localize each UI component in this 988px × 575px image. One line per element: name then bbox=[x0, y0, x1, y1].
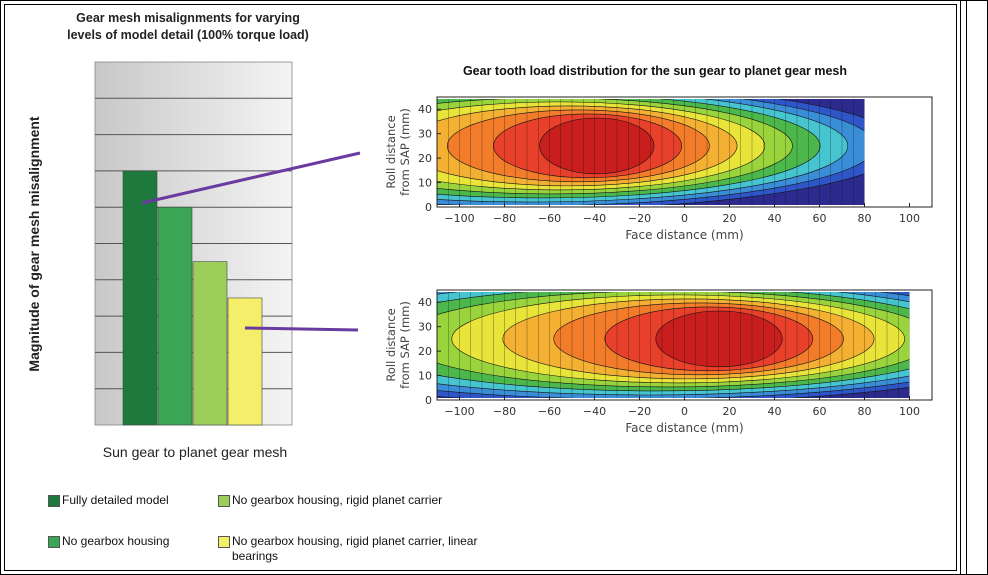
y-tick-label: 30 bbox=[418, 321, 432, 334]
x-tick-label: 60 bbox=[813, 212, 827, 225]
x-tick-label: 0 bbox=[681, 212, 688, 225]
bar-4 bbox=[227, 297, 263, 426]
x-tick-label: 0 bbox=[681, 405, 688, 418]
legend-label-linear-bearings-line1: No gearbox housing, rigid planet carrier… bbox=[232, 534, 478, 548]
frame-rule-2 bbox=[966, 0, 967, 575]
y-tick-label: 40 bbox=[418, 296, 432, 309]
legend-label-linear-bearings-line2: bearings bbox=[232, 549, 279, 563]
connector-line-top bbox=[141, 151, 361, 205]
legend-label-no-housing: No gearbox housing bbox=[62, 534, 170, 548]
heatmap-2-contours bbox=[437, 292, 910, 398]
bar-chart-title-line2: levels of model detail (100% torque load… bbox=[67, 28, 309, 42]
bar-chart-xlabel: Sun gear to planet gear mesh bbox=[102, 444, 288, 460]
x-tick-label: −100 bbox=[444, 212, 474, 225]
bar-3 bbox=[192, 261, 228, 426]
x-tick-label: −80 bbox=[493, 405, 516, 418]
x-tick-label: 100 bbox=[899, 212, 920, 225]
heatmap-title: Gear tooth load distribution for the sun… bbox=[462, 64, 848, 78]
inner-frame bbox=[4, 4, 957, 571]
x-tick-label: 40 bbox=[768, 212, 782, 225]
heatmap-band bbox=[539, 117, 655, 175]
x-tick-label: −100 bbox=[444, 405, 474, 418]
x-tick-label: −20 bbox=[628, 212, 651, 225]
y-tick-label: 20 bbox=[418, 345, 432, 358]
y-tick-label: 40 bbox=[418, 103, 432, 116]
x-tick-label: −60 bbox=[538, 405, 561, 418]
x-tick-label: −60 bbox=[538, 212, 561, 225]
legend-label-fully-detailed: Fully detailed model bbox=[62, 493, 169, 507]
heatmap-band bbox=[655, 310, 783, 368]
bar-chart-title: Gear mesh misalignments for varying leve… bbox=[28, 10, 348, 44]
legend-swatch-linear-bearings bbox=[218, 536, 230, 548]
y-tick-label: 20 bbox=[418, 152, 432, 165]
heatmap-ylabel-line1: Roll distance bbox=[384, 308, 398, 381]
x-tick-label: 40 bbox=[768, 405, 782, 418]
y-tick-label: 10 bbox=[418, 177, 432, 190]
x-tick-label: 60 bbox=[813, 405, 827, 418]
bar-2 bbox=[157, 206, 193, 426]
x-tick-label: −80 bbox=[493, 212, 516, 225]
legend-swatch-rigid-carrier bbox=[218, 495, 230, 507]
bar-1 bbox=[122, 170, 158, 426]
frame-rule bbox=[960, 0, 961, 575]
connector-line-bottom bbox=[244, 326, 359, 332]
bar-chart-title-line1: Gear mesh misalignments for varying bbox=[76, 11, 300, 25]
x-tick-label: 20 bbox=[723, 405, 737, 418]
x-tick-label: 100 bbox=[899, 405, 920, 418]
x-tick-label: −40 bbox=[583, 212, 606, 225]
heatmap-1-contours bbox=[437, 99, 865, 205]
heatmap-ylabel-line2: from SAP (mm) bbox=[398, 301, 412, 389]
y-tick-label: 10 bbox=[418, 370, 432, 383]
legend-label-linear-bearings: No gearbox housing, rigid planet carrier… bbox=[232, 534, 477, 564]
y-tick-label: 0 bbox=[425, 201, 432, 214]
y-tick-label: 30 bbox=[418, 128, 432, 141]
x-tick-label: 80 bbox=[858, 212, 872, 225]
x-tick-label: −20 bbox=[628, 405, 651, 418]
x-tick-label: 20 bbox=[723, 212, 737, 225]
heatmap-xlabel: Face distance (mm) bbox=[625, 228, 743, 242]
legend-swatch-no-housing bbox=[48, 536, 60, 548]
y-tick-label: 0 bbox=[425, 394, 432, 407]
heatmap-ylabel-line1: Roll distance bbox=[384, 115, 398, 188]
legend-swatch-fully-detailed bbox=[48, 495, 60, 507]
x-tick-label: −40 bbox=[583, 405, 606, 418]
heatmap-xlabel: Face distance (mm) bbox=[625, 421, 743, 435]
heatmap-ylabel-line2: from SAP (mm) bbox=[398, 108, 412, 196]
x-tick-label: 80 bbox=[858, 405, 872, 418]
legend-label-rigid-carrier: No gearbox housing, rigid planet carrier bbox=[232, 493, 443, 507]
